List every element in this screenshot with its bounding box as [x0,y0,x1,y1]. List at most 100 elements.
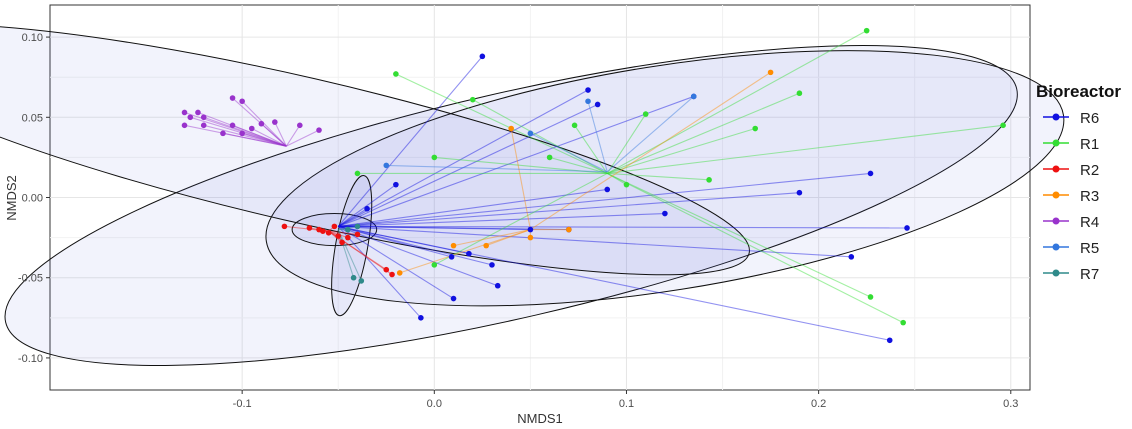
point-r5 [527,130,534,137]
spider-line-r2 [328,230,358,235]
point-r1 [796,90,803,97]
spider-line-r5 [386,164,608,173]
spider-line-r7 [337,229,362,282]
spider-line-r1 [549,156,608,174]
spider-line-r4 [222,132,287,147]
point-r1 [431,154,438,161]
legend-item-r1-marker [1052,139,1060,147]
point-r4 [200,114,207,121]
spider-line-r1 [607,92,800,174]
point-r3 [767,69,774,76]
spider-line-r4 [251,128,287,147]
point-r4 [272,119,278,125]
spider-line-r6 [337,55,483,227]
point-r6 [594,101,601,108]
y-tick-label: 0.05 [22,112,43,124]
point-r4 [187,114,194,121]
spider-line-r4 [203,124,287,147]
spider-line-r6 [338,95,694,227]
legend-item-r2-marker [1052,165,1060,173]
point-r2 [325,229,332,236]
point-r3 [527,234,534,241]
spider-line-r1 [574,125,608,174]
y-tick-label: -0.05 [18,273,43,285]
spider-line-r1 [607,172,904,324]
ellipse-r2 [291,213,378,247]
spider-line-r7 [337,229,355,278]
point-r6 [364,205,370,212]
legend-item-r6-label: R6 [1080,110,1099,127]
spider-line-r1 [607,172,710,181]
legend-title: Bioreactor [1036,82,1121,101]
point-r4 [195,109,201,116]
legend-item-r3-marker [1052,191,1060,199]
legend-item-r4-marker [1052,217,1060,225]
spider-line-r4 [203,116,287,147]
spider-line-r1 [606,172,627,186]
point-r6 [489,262,495,268]
points [181,27,1006,344]
x-tick-label: 0.2 [811,398,826,410]
point-r4 [229,95,236,101]
y-tick-label: 0.10 [22,32,43,44]
spider-line-r3 [510,128,531,230]
point-r6 [494,282,501,289]
point-r7 [345,226,351,233]
grid [50,5,1030,390]
legend-item-r7-label: R7 [1080,266,1099,283]
point-r4 [316,127,322,133]
point-r1 [469,96,476,103]
legend-item-r4-label: R4 [1080,214,1099,231]
spider-line-r3 [530,71,771,231]
point-r6 [604,186,611,193]
spider-line-r1 [434,172,608,266]
spider-line-r1 [607,127,756,174]
point-r3 [483,242,489,249]
point-r4 [258,120,265,127]
point-r1 [431,262,438,268]
point-r1 [354,170,361,177]
point-r1 [642,111,649,117]
spider-line-r6 [338,225,852,258]
x-tick-label: 0.1 [619,398,634,410]
spider-line-r6 [338,188,608,227]
spider-line-r6 [337,208,368,227]
spider-line-r1 [607,172,871,298]
point-r2 [345,234,351,241]
point-r2 [339,239,345,246]
x-tick-label: 0.0 [427,398,442,410]
ellipses [0,23,1065,366]
spider-line-r5 [530,132,608,173]
spider-line-r4 [285,125,301,147]
x-tick-label: -0.1 [233,398,252,410]
point-r1 [623,181,630,188]
spider-line-r3 [453,229,531,247]
spider-line-r1 [606,113,647,174]
ellipse-r1 [265,50,1065,307]
point-r6 [904,225,910,231]
point-r6 [886,337,893,344]
point-r5 [585,98,591,105]
spider-line-r1 [606,30,867,174]
spider-line-r6 [338,225,452,258]
spider-line-r6 [338,225,498,287]
spider-line-r3 [399,229,531,274]
spider-line-r5 [606,96,695,173]
point-r4 [181,122,188,129]
y-tick-label: -0.10 [18,353,43,365]
point-r3 [566,226,572,233]
point-r6 [450,295,457,302]
point-r6 [466,250,472,257]
point-r6 [418,315,424,321]
spider-line-r6 [338,192,800,227]
point-r6 [867,170,874,177]
legend-item-r7-marker [1052,269,1060,277]
legend-item-r5-label: R5 [1080,240,1099,257]
point-r4 [297,122,303,129]
legend-item-r6-marker [1052,113,1060,121]
point-r7 [354,223,361,230]
point-r4 [181,109,188,116]
spider-line-r4 [190,116,287,147]
point-r2 [331,223,338,230]
